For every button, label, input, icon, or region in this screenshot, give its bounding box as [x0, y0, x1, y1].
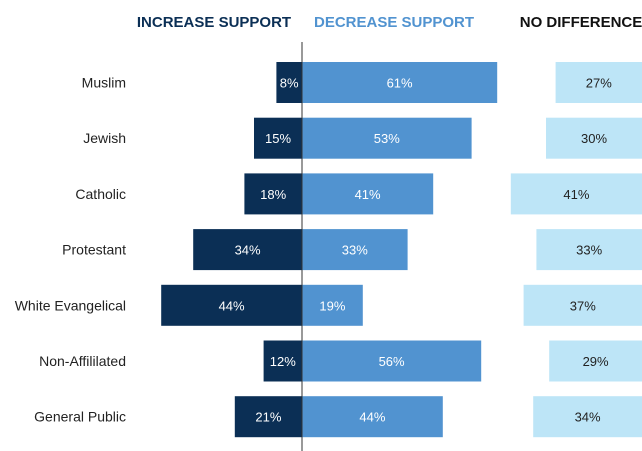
- value-label-no-difference: 29%: [583, 354, 609, 369]
- bar-no-difference: [536, 229, 642, 271]
- value-label-increase: 21%: [255, 410, 281, 425]
- bar-decrease-support: [302, 229, 408, 271]
- value-label-increase: 15%: [265, 131, 291, 146]
- value-label-decrease: 53%: [374, 131, 400, 146]
- header-decrease-support: DECREASE SUPPORT: [314, 14, 474, 31]
- chart-rows: Muslim 8% 61% 27% Jewish 15% 53% 30% Catholic 18%…: [15, 62, 642, 438]
- bar-no-difference: [523, 284, 642, 326]
- category-label: Muslim: [82, 75, 126, 91]
- category-label: Catholic: [75, 186, 126, 202]
- value-label-no-difference: 37%: [570, 298, 596, 313]
- bar-no-difference: [549, 340, 642, 382]
- bar-increase-support: [254, 117, 302, 159]
- value-label-decrease: 61%: [387, 76, 413, 91]
- value-label-no-difference: 30%: [581, 131, 607, 146]
- value-label-increase: 18%: [260, 187, 286, 202]
- bar-decrease-support: [302, 62, 498, 103]
- value-label-increase: 8%: [280, 76, 299, 91]
- bar-increase-support: [193, 229, 302, 271]
- bar-increase-support: [234, 396, 302, 438]
- bar-no-difference: [555, 62, 642, 103]
- value-label-no-difference: 34%: [575, 410, 601, 425]
- bar-decrease-support: [302, 173, 434, 215]
- bar-increase-support: [161, 284, 302, 326]
- category-label: Non-Affililated: [39, 353, 126, 369]
- bar-decrease-support: [302, 340, 482, 382]
- category-label: General Public: [34, 409, 126, 425]
- value-label-decrease: 19%: [319, 298, 345, 313]
- bar-increase-support: [263, 340, 302, 382]
- bar-no-difference: [533, 396, 642, 438]
- value-label-increase: 12%: [270, 354, 296, 369]
- bar-decrease-support: [302, 117, 472, 159]
- value-label-no-difference: 27%: [586, 76, 612, 91]
- bar-decrease-support: [302, 396, 443, 438]
- category-label: Jewish: [83, 130, 126, 146]
- header-increase-support: INCREASE SUPPORT: [137, 14, 291, 31]
- category-label: Protestant: [62, 242, 126, 258]
- bar-no-difference: [510, 173, 642, 215]
- bar-increase-support: [276, 62, 302, 103]
- value-label-increase: 44%: [219, 298, 245, 313]
- value-label-no-difference: 41%: [563, 187, 589, 202]
- value-label-decrease: 41%: [355, 187, 381, 202]
- value-label-decrease: 33%: [342, 243, 368, 258]
- value-label-decrease: 56%: [379, 354, 405, 369]
- header-no-difference: NO DIFFERENCE: [520, 14, 642, 31]
- bar-increase-support: [244, 173, 302, 215]
- bar-no-difference: [546, 117, 642, 159]
- category-label: White Evangelical: [15, 297, 126, 313]
- value-label-increase: 34%: [235, 243, 261, 258]
- value-label-no-difference: 33%: [576, 243, 602, 258]
- bar-decrease-support: [302, 284, 363, 326]
- value-label-decrease: 44%: [359, 410, 385, 425]
